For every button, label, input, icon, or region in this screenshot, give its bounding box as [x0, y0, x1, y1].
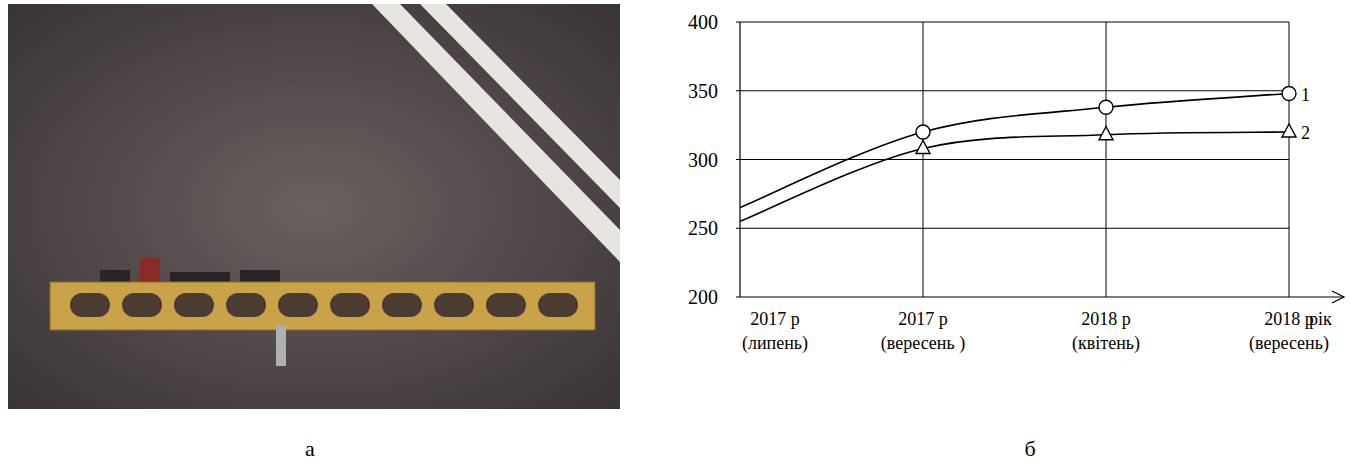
marker [1282, 87, 1296, 101]
device-hole [122, 293, 162, 317]
tick-label: 400 [688, 11, 718, 33]
photo [8, 4, 620, 409]
grid-line [1289, 22, 1290, 297]
marker [916, 125, 930, 139]
device-part [240, 270, 280, 282]
device-hole [538, 293, 578, 317]
grid-line [1106, 22, 1107, 297]
device-hole [226, 293, 266, 317]
tick-label: 250 [688, 217, 718, 239]
tick-label: 200 [688, 286, 718, 308]
series-line [740, 132, 1289, 221]
y-axis [739, 22, 740, 297]
category-label-line: 2017 р [898, 309, 948, 329]
grid [736, 22, 1289, 297]
page: а 200 250 300 350 400 2017 р (липень) 2017 р (вер… [0, 0, 1355, 468]
marker [1099, 100, 1113, 114]
device-hole [70, 293, 110, 317]
road-line [372, 4, 620, 262]
x-axis [740, 296, 1344, 297]
series-label: 2 [1301, 123, 1310, 143]
road-line [420, 4, 620, 208]
device-hole [434, 293, 474, 317]
tick-label: 300 [688, 149, 718, 171]
category-label: 2017 р (вересень ) [881, 309, 965, 354]
marker [1282, 124, 1296, 137]
category-label: 2017 р (липень) [742, 309, 808, 354]
grid-line [740, 159, 1289, 160]
asphalt [8, 4, 620, 409]
panel-label: б [1024, 436, 1035, 461]
grid-line [740, 22, 1289, 23]
category-label: 2018 р (квітень) [1072, 309, 1140, 354]
tick-label: 350 [688, 80, 718, 102]
series-label: 1 [1301, 85, 1310, 105]
x-axis-title: рік [1309, 309, 1332, 329]
grid-line [923, 22, 924, 297]
axis-arrow [1332, 291, 1344, 303]
device-hole [278, 293, 318, 317]
device-hole [382, 293, 422, 317]
plot-area [740, 87, 1296, 222]
category-label-line: 2017 р [750, 309, 800, 329]
marker [916, 141, 930, 154]
category-label-line: 2018 р [1264, 309, 1314, 329]
marker [1099, 127, 1113, 140]
device-hole [486, 293, 526, 317]
category-label-line: 2018 р [1081, 309, 1131, 329]
category-label-line: (квітень) [1072, 333, 1140, 354]
device-leg [276, 326, 286, 366]
category-label-line: (вересень) [1249, 333, 1329, 354]
grid-line [740, 90, 1289, 91]
device-hole [330, 293, 370, 317]
grid-line [740, 228, 1289, 229]
category-label-line: (вересень ) [881, 333, 965, 354]
category-label-line: (липень) [742, 333, 808, 354]
device-hole [174, 293, 214, 317]
panel-label: а [305, 436, 315, 461]
series-line [740, 94, 1289, 208]
device-bar [50, 282, 595, 330]
